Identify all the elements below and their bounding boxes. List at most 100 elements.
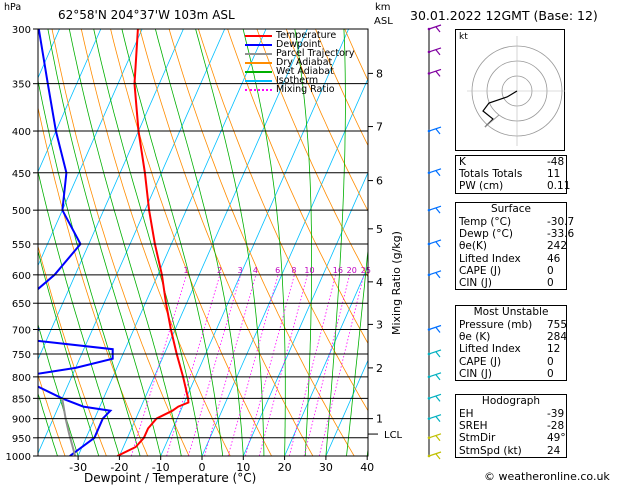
wind-barb xyxy=(428,414,442,420)
legend-swatch xyxy=(245,71,272,73)
hpa-unit-label: hPa xyxy=(4,2,22,13)
wind-barb-flag xyxy=(435,395,441,402)
pressure-tick-label: 350 xyxy=(12,80,31,91)
wind-barb-flag xyxy=(435,128,441,135)
hodograph-trace xyxy=(482,90,518,128)
y-axis-mixing-ratio-title: Mixing Ratio (g/kg) xyxy=(390,231,403,335)
wind-barb-flag xyxy=(435,351,441,358)
pressure-tick-label: 450 xyxy=(12,169,31,180)
wind-barb-dot xyxy=(427,129,431,133)
hodograph-unit-label: kt xyxy=(459,32,468,42)
pressure-tick-label: 600 xyxy=(12,271,31,282)
temp-tick-label: 30 xyxy=(319,461,333,474)
surface-table: Surface Temp (°C) -30.7 Dewp (°C) -33.6 θe… xyxy=(455,202,574,291)
km-tick-label: 6 xyxy=(376,175,383,188)
wind-barb xyxy=(428,393,442,399)
legend-item: Parcel Trajectory xyxy=(243,49,354,58)
wind-barb xyxy=(428,349,442,355)
legend-item: Dewpoint xyxy=(243,40,354,49)
temp-tick-label: -10 xyxy=(152,461,170,474)
mixing-ratio-label: 8 xyxy=(291,266,296,275)
wind-barb-dot xyxy=(427,352,431,356)
legend-item: Mixing Ratio xyxy=(243,85,354,94)
hodograph-panel: kt xyxy=(455,29,565,151)
x-axis-title: Dewpoint / Temperature (°C) xyxy=(84,471,256,485)
wind-barb-flag xyxy=(435,416,441,423)
pressure-tick-label: 950 xyxy=(12,434,31,445)
isotherm-line xyxy=(325,359,368,456)
km-tick-label: 8 xyxy=(376,67,383,80)
wind-barb-dot xyxy=(427,397,431,400)
legend-label: Isotherm xyxy=(276,75,319,86)
wind-barb-dot xyxy=(427,72,431,75)
wind-barb xyxy=(428,433,442,439)
pressure-tick-label: 800 xyxy=(12,373,31,384)
isotherm-line xyxy=(77,29,267,456)
km-tick-label: 5 xyxy=(376,223,383,236)
wind-barb-dot xyxy=(427,27,431,31)
legend-item: Wet Adiabat xyxy=(243,67,354,76)
dry-adiabat-line xyxy=(608,29,629,456)
wind-barb-flag xyxy=(435,327,441,333)
temp-tick-label: -20 xyxy=(110,461,128,474)
hodograph-table: Hodograph EH -39 SREH -28 StmDir 49° StmSpd… xyxy=(455,394,567,458)
mixing-ratio-label: 6 xyxy=(275,266,280,275)
series-parcel-trajectory xyxy=(61,398,77,456)
wind-barb xyxy=(428,372,442,378)
isotherm-line xyxy=(160,29,349,456)
isotherm-line xyxy=(284,265,368,456)
pressure-tick-label: 700 xyxy=(12,326,31,337)
legend-swatch xyxy=(245,89,272,91)
wind-barb-flag xyxy=(435,272,441,279)
legend-swatch xyxy=(245,44,272,46)
wind-barb-flag xyxy=(435,241,441,248)
dry-adiabat-line xyxy=(38,373,66,456)
isotherm-line xyxy=(119,29,308,456)
dry-adiabat-line xyxy=(285,29,368,212)
temp-tick-label: 0 xyxy=(199,461,206,474)
legend-item: Dry Adiabat xyxy=(243,58,354,67)
temp-tick-label: -30 xyxy=(69,461,87,474)
wind-barb-flag xyxy=(435,26,441,33)
legend-label: Dry Adiabat xyxy=(276,57,333,68)
isotherm-line xyxy=(38,29,184,361)
wind-barb xyxy=(428,168,442,174)
legend-label: Dewpoint xyxy=(276,39,322,50)
pressure-tick-label: 550 xyxy=(12,240,31,251)
legend-label: Mixing Ratio xyxy=(276,84,335,95)
chart-legend: Temperature Dewpoint Parcel Trajectory Dry … xyxy=(243,31,354,94)
wet-adiabat-line xyxy=(38,391,58,456)
pressure-tick-label: 1000 xyxy=(6,452,31,463)
temp-tick-label: 10 xyxy=(236,461,250,474)
most-unstable-table: Most Unstable Pressure (mb) 755 θe (K) 284… xyxy=(455,305,567,381)
series-dewpoint xyxy=(38,29,114,456)
wind-barb xyxy=(428,239,442,245)
location-title: 62°58'N 204°37'W 103m ASL xyxy=(58,8,235,22)
isotherm-line xyxy=(38,29,226,455)
mixing-ratio-label: 2 xyxy=(217,266,222,275)
pressure-tick-label: 750 xyxy=(12,350,31,361)
legend-swatch xyxy=(245,35,272,37)
mixing-ratio-label: 4 xyxy=(253,266,258,275)
mixing-ratio-label: 3 xyxy=(238,266,243,275)
wind-barb-dot xyxy=(427,171,431,175)
wind-barb-dot xyxy=(427,417,431,420)
wind-barb xyxy=(428,205,442,211)
temp-tick-label: 20 xyxy=(278,461,292,474)
legend-swatch xyxy=(245,80,272,82)
km-unit-label: km xyxy=(375,2,391,13)
km-tick-label: 3 xyxy=(376,318,383,331)
wind-barb-dot xyxy=(427,328,431,331)
totals-totals-row: Totals Totals 11 xyxy=(459,168,561,181)
pressure-tick-label: 300 xyxy=(12,25,31,36)
pw-row: PW (cm) 0.11 xyxy=(459,180,571,193)
pressure-tick-label: 400 xyxy=(12,127,31,138)
wind-barb-flag xyxy=(435,71,441,77)
legend-label: Temperature xyxy=(276,30,337,41)
wind-barb-flag xyxy=(435,49,441,56)
lcl-label: LCL xyxy=(384,430,403,441)
wind-barb-dot xyxy=(427,273,431,277)
k-index-row: K -48 xyxy=(459,156,565,168)
wind-barb-dot xyxy=(427,208,431,212)
legend-label: Wet Adiabat xyxy=(276,66,334,77)
